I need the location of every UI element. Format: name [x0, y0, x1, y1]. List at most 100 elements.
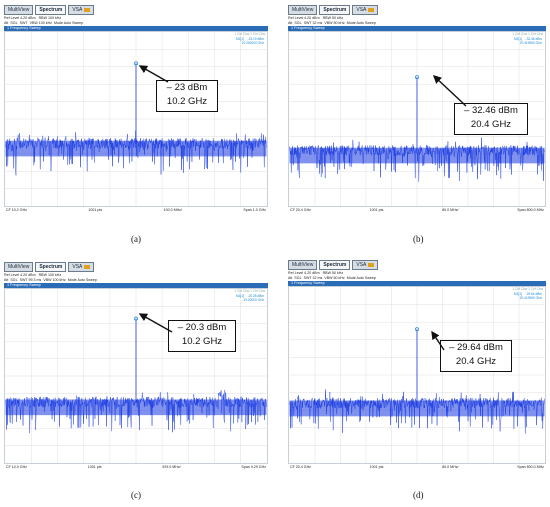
marker-readout: M1[1] -32.46 dBm 20.419960 GHz	[514, 37, 542, 45]
marker-name: M1[1]	[235, 37, 244, 41]
detector-label: 1 Clrf Clrw 1 Clrf Clrw	[512, 32, 543, 36]
frequency-sweep-bar: 1 Frequency Sweep	[288, 281, 546, 286]
annotation-level: – 32.46 dBm	[464, 105, 518, 116]
warning-icon	[84, 264, 91, 269]
att-value: Att	[4, 277, 9, 282]
ref-level: Ref Level 4.20 dBm	[288, 16, 320, 20]
tab-spectrum[interactable]: Spectrum	[35, 262, 67, 272]
marker-m1	[415, 327, 419, 332]
warning-icon	[84, 7, 91, 12]
division-width: 100.0 MHz/	[163, 208, 182, 212]
span-value: Span 800.0 MHz	[517, 208, 544, 212]
ref-level: Ref Level 4.20 dBm	[4, 273, 36, 277]
caption-d: (d)	[413, 490, 424, 500]
sweep-points: 1001 pts	[369, 465, 384, 469]
marker-freq: 10.200000 GHz	[241, 41, 264, 45]
att-value: Att	[4, 20, 9, 25]
status-bar: CF 20.4 GHz 1001 pts 80.0 MHz/ Span 800.…	[288, 207, 546, 213]
rbw-value: RBW 50 kHz	[322, 16, 344, 20]
marker-level: -32.46 dBm	[525, 37, 542, 41]
division-width: 80.0 MHz/	[442, 208, 459, 212]
tab-spectrum[interactable]: Spectrum	[319, 260, 351, 270]
tab-vsa-label: VSA	[72, 264, 83, 270]
sweep-points: 1001 pts	[87, 465, 102, 469]
vbw-value: VBW 100 kHz	[29, 20, 52, 25]
annotation-box-c: – 20.3 dBm 10.2 GHz	[168, 320, 236, 352]
ref-level: Ref Level 4.20 dBm	[288, 271, 320, 275]
caption-c: (c)	[131, 490, 141, 500]
spectrum-panel-d: MultiView Spectrum VSA Ref Level 4.20 dB…	[288, 260, 546, 474]
tab-multiview[interactable]: MultiView	[288, 260, 318, 270]
marker-name: M1[1]	[513, 37, 522, 41]
caption-a: (a)	[131, 234, 141, 244]
tab-spectrum[interactable]: Spectrum	[319, 5, 351, 15]
span-value: Span 9.29 GHz	[241, 465, 266, 469]
marker-freq: 20.419960 GHz	[519, 41, 542, 45]
division-width: 929.0 MHz/	[162, 465, 181, 469]
marker-readout: M1[1] -29.64 dBm 20.419960 GHz	[514, 292, 542, 300]
tab-multiview[interactable]: MultiView	[4, 262, 34, 272]
settings-row: Ref Level 4.20 dBm RBW 50 kHz Att SGL SW…	[288, 16, 546, 25]
grid	[289, 287, 545, 463]
marker-m1	[134, 316, 138, 321]
spectrum-plot: 1 Clrf Clrw 1 Clrf Clrw M1[1] -29.64 dBm…	[288, 286, 546, 464]
swt-value: SWT 99.3 ms	[19, 277, 42, 282]
noise-band	[5, 140, 267, 157]
tab-multiview[interactable]: MultiView	[288, 5, 318, 15]
annotation-frequency: 20.4 GHz	[470, 119, 512, 130]
tab-vsa[interactable]: VSA	[68, 262, 95, 272]
spectrum-trace	[289, 32, 545, 206]
tab-vsa-label: VSA	[356, 7, 367, 13]
span-value: Span 800.0 MHz	[517, 465, 544, 469]
tab-vsa[interactable]: VSA	[352, 260, 379, 270]
noise-band	[289, 147, 545, 164]
settings-row: Ref Level 4.20 dBm RBW 50 kHz Att SGL SW…	[288, 271, 546, 280]
spectrum-trace	[5, 32, 267, 206]
vbw-value: VBW 50 kHz	[324, 20, 345, 25]
spectrum-plot: 1 Clrf Clrw 1 Clrf Clrw M1[1] -23.19 dBm…	[4, 31, 268, 207]
caption-b: (b)	[413, 234, 424, 244]
marker-name: M1[1]	[513, 292, 522, 296]
tab-vsa[interactable]: VSA	[352, 5, 379, 15]
att-value: Att	[288, 275, 293, 280]
rbw-value: RBW 100 kHz	[38, 16, 62, 20]
noise-band	[289, 400, 545, 417]
frequency-sweep-bar: 1 Frequency Sweep	[288, 26, 546, 31]
vbw-value: VBW 50 kHz	[324, 275, 345, 280]
tab-vsa[interactable]: VSA	[68, 5, 95, 15]
frequency-sweep-bar: 1 Frequency Sweep	[4, 26, 268, 31]
tab-bar: MultiView Spectrum VSA	[4, 262, 95, 272]
mode-value: Mode Auto Sweep	[346, 20, 376, 25]
att-value: Att	[288, 20, 293, 25]
span-value: Span 1.0 GHz	[243, 208, 266, 212]
division-width: 80.0 MHz/	[442, 465, 459, 469]
sgl-value: SGL	[10, 20, 18, 25]
marker-level: -20.28 dBm	[247, 294, 264, 298]
marker-readout: M1[1] -20.28 dBm 10.20000 GHz	[236, 294, 264, 302]
ref-level: Ref Level 4.20 dBm	[4, 16, 36, 20]
marker-level: -29.64 dBm	[525, 292, 542, 296]
mode-value: Mode Auto Sweep	[67, 277, 97, 282]
center-frequency: CF 10.2 GHz	[6, 208, 27, 212]
annotation-frequency: 10.2 GHz	[181, 336, 223, 347]
center-frequency: CF 10.0 GHz	[6, 465, 27, 469]
status-bar: CF 20.4 GHz 1001 pts 80.0 MHz/ Span 800.…	[288, 464, 546, 470]
marker-level: -23.19 dBm	[247, 37, 264, 41]
sweep-points: 1001 pts	[369, 208, 384, 212]
settings-row: Ref Level 4.20 dBm RBW 100 kHz Att SGL S…	[4, 273, 268, 282]
noise-band	[5, 399, 267, 416]
tab-vsa-label: VSA	[356, 262, 367, 268]
spectrum-panel-c: MultiView Spectrum VSA Ref Level 4.20 dB…	[4, 262, 268, 474]
sgl-value: SGL	[294, 20, 302, 25]
rbw-value: RBW 50 kHz	[322, 271, 344, 275]
tab-multiview[interactable]: MultiView	[4, 5, 34, 15]
settings-row: Ref Level 4.20 dBm RBW 100 kHz Att SGL S…	[4, 16, 268, 25]
annotation-frequency: 10.2 GHz	[166, 96, 208, 107]
tab-spectrum[interactable]: Spectrum	[35, 5, 67, 15]
status-bar: CF 10.2 GHz 1001 pts 100.0 MHz/ Span 1.0…	[4, 207, 268, 213]
tab-bar: MultiView Spectrum VSA	[4, 5, 95, 15]
vbw-value: VBW 100 kHz	[43, 277, 66, 282]
swt-value: SWT 32 ms	[303, 20, 323, 25]
center-frequency: CF 20.4 GHz	[290, 465, 311, 469]
frequency-sweep-bar: 1 Frequency Sweep	[4, 283, 268, 288]
